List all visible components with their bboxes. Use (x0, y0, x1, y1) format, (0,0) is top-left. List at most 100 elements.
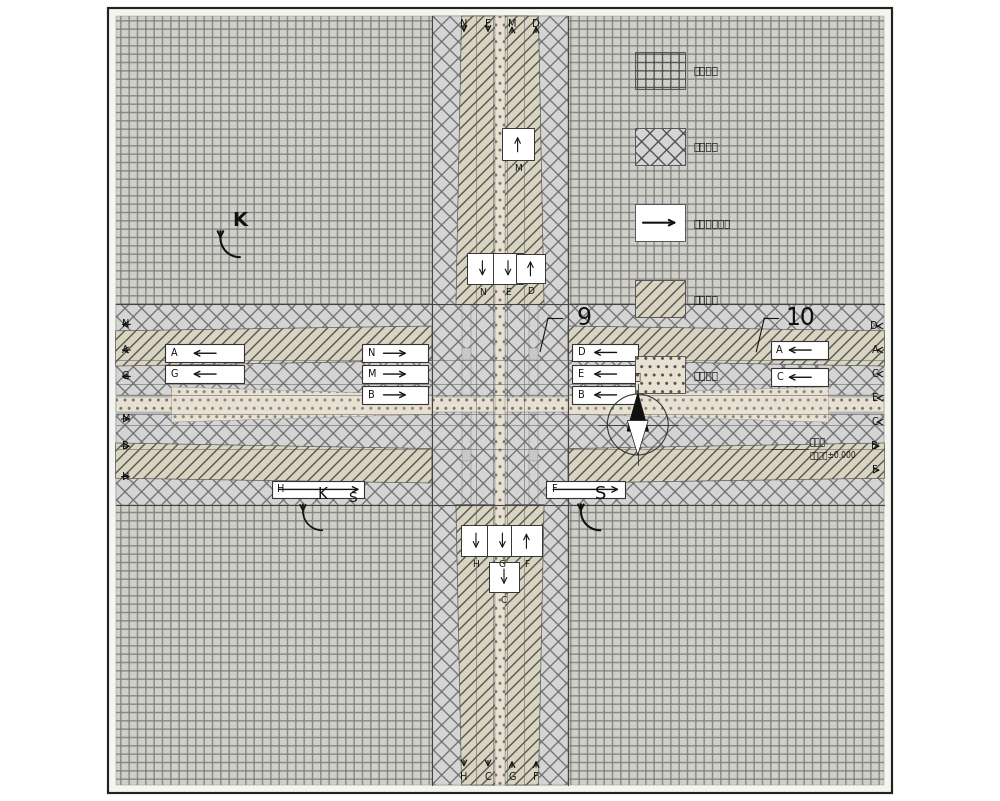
Text: A: A (122, 345, 129, 355)
Text: M: M (514, 164, 521, 173)
Polygon shape (627, 394, 648, 431)
Text: 10: 10 (785, 306, 815, 330)
Text: F: F (533, 772, 539, 782)
Text: E: E (872, 393, 878, 403)
Bar (467, 253, 498, 284)
Bar (165, 365, 244, 383)
Text: M: M (122, 414, 130, 424)
Text: S: S (594, 485, 606, 503)
Text: D: D (578, 348, 585, 357)
Polygon shape (627, 421, 648, 455)
Bar (116, 414, 884, 449)
Bar (635, 204, 685, 241)
Bar (635, 356, 685, 393)
Text: H: H (277, 485, 285, 494)
Bar (471, 16, 495, 785)
Text: H: H (122, 472, 129, 481)
Text: C: C (776, 372, 783, 382)
Text: D: D (870, 321, 878, 331)
Bar (487, 525, 518, 556)
Bar (495, 16, 505, 785)
Text: C: C (871, 369, 878, 379)
Bar (635, 52, 685, 89)
Text: 车道升降通道: 车道升降通道 (693, 218, 731, 227)
Bar (572, 365, 638, 383)
Text: G: G (499, 560, 506, 569)
Text: N: N (122, 320, 129, 329)
Bar (493, 253, 523, 284)
Bar (362, 386, 428, 404)
Text: N: N (479, 288, 486, 296)
Text: 步行区域: 步行区域 (693, 66, 718, 75)
Text: D: D (532, 19, 540, 29)
Polygon shape (116, 326, 432, 366)
Text: A: A (871, 345, 878, 355)
Text: K: K (232, 211, 247, 230)
Text: F: F (872, 465, 878, 475)
Text: 地板标高±0.000: 地板标高±0.000 (810, 450, 857, 460)
Text: 步行道: 步行道 (810, 438, 826, 448)
Text: C: C (871, 417, 878, 427)
Text: E: E (578, 369, 584, 379)
Bar (116, 397, 884, 412)
Polygon shape (568, 387, 828, 422)
Polygon shape (172, 387, 432, 422)
Text: N: N (460, 19, 468, 29)
Text: K: K (317, 487, 327, 501)
Text: 下沉车道: 下沉车道 (693, 294, 718, 304)
Bar (771, 341, 828, 359)
Text: E: E (485, 19, 491, 29)
Text: C: C (485, 772, 491, 782)
Text: 地面绱化: 地面绱化 (693, 370, 718, 380)
Bar (116, 360, 884, 395)
Polygon shape (456, 16, 495, 304)
Text: E: E (505, 288, 511, 296)
Bar (502, 128, 534, 160)
Text: S: S (348, 491, 357, 505)
Text: H: H (473, 560, 479, 569)
Bar (546, 481, 625, 498)
Bar (272, 481, 364, 498)
Text: A: A (776, 345, 783, 355)
Bar (635, 280, 685, 317)
Text: N: N (368, 348, 375, 358)
Text: G: G (171, 369, 178, 379)
Bar (505, 16, 529, 785)
Text: G: G (122, 372, 129, 381)
Bar (572, 344, 638, 361)
Text: M: M (368, 369, 376, 379)
Bar (432, 16, 462, 785)
Polygon shape (456, 505, 495, 785)
Text: 9: 9 (577, 306, 592, 330)
Text: G: G (508, 772, 516, 782)
Text: C: C (501, 596, 507, 605)
Bar (635, 128, 685, 165)
Bar (116, 461, 884, 505)
Bar (432, 16, 568, 785)
Text: 地面车道: 地面车道 (693, 142, 718, 151)
Text: H: H (460, 772, 468, 782)
Polygon shape (505, 16, 544, 304)
Text: F: F (552, 485, 558, 494)
Bar (461, 525, 491, 556)
Text: F: F (524, 560, 529, 569)
Bar (771, 368, 828, 386)
Bar (362, 365, 428, 383)
Polygon shape (505, 505, 544, 785)
Bar (538, 16, 568, 785)
Bar (165, 344, 244, 362)
Text: D: D (527, 287, 534, 296)
Polygon shape (568, 443, 884, 483)
Text: B: B (122, 441, 129, 451)
Text: A: A (171, 348, 177, 358)
Polygon shape (568, 326, 884, 366)
Text: 北: 北 (635, 372, 641, 381)
Bar (362, 344, 428, 362)
Text: B: B (368, 390, 375, 400)
Bar (572, 386, 638, 404)
Text: M: M (508, 19, 516, 29)
Bar (116, 304, 884, 505)
Bar (511, 525, 542, 556)
Text: B: B (578, 390, 584, 400)
Bar (516, 254, 545, 283)
